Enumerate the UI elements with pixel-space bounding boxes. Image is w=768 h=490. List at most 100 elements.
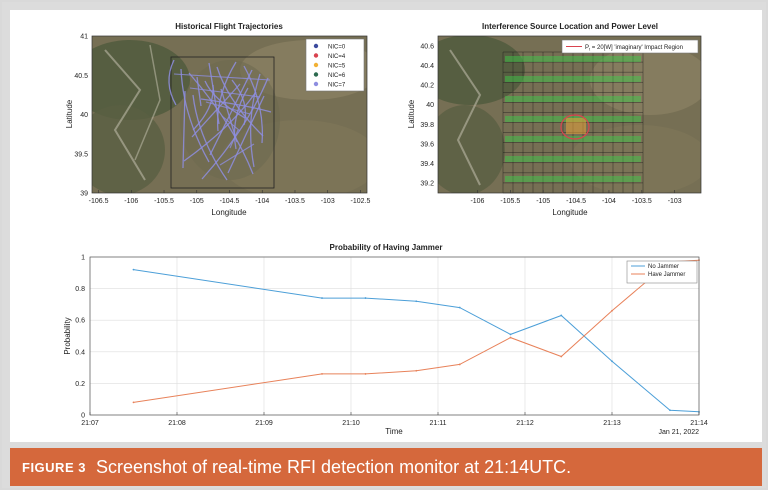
chart2-ytick-label: 39.2	[420, 181, 434, 188]
flight-trajectories	[168, 59, 272, 181]
chart2-xtick-label: -105	[536, 198, 550, 205]
chart1-xtick-label: -103.5	[285, 198, 305, 205]
power-level-band	[505, 56, 641, 62]
power-hotspot	[566, 118, 586, 134]
chart3-ylabel: Probability	[63, 317, 72, 354]
chart1-xticks: -106.5 -106 -105.5 -105 -104.5 -104 -103.5 -103…	[89, 190, 370, 205]
chart2-xtick-label: -103.5	[632, 198, 652, 205]
power-level-band	[505, 96, 641, 102]
chart3-xtick-label: 21:13	[603, 420, 621, 427]
series-1-point	[458, 363, 461, 366]
chart3-ytick-label: 0.4	[75, 349, 85, 356]
chart1-title: Historical Flight Trajectories	[175, 22, 283, 31]
chart1-yticks: 39 39.5 40 40.5 41	[74, 34, 88, 198]
chart1-ytick-label: 41	[80, 34, 88, 41]
figure-panel: Historical Flight Trajectories -106.5 -10…	[10, 10, 762, 442]
chart2-xlabel: Longitude	[552, 208, 588, 217]
chart3-ytick-label: 0.6	[75, 318, 85, 325]
chart2-ylabel: Latitude	[407, 99, 416, 128]
flight-trajectory	[204, 80, 246, 119]
chart2-ytick-label: 40.2	[420, 83, 434, 90]
series-0-point	[132, 268, 135, 271]
chart3-title: Probability of Having Jammer	[330, 243, 443, 252]
series-1-point	[415, 369, 418, 372]
chart3-ytick-label: 0.2	[75, 381, 85, 388]
series-0-point	[364, 297, 367, 299]
chart1-xlabel: Longitude	[211, 208, 247, 217]
chart3-legend-label: No Jammer	[648, 264, 679, 270]
chart3-ytick-label: 0	[81, 413, 85, 420]
flight-trajectory	[201, 77, 269, 180]
chart2-ytick-label: 40.6	[420, 43, 434, 50]
flight-trajectory	[180, 68, 210, 163]
chart2-axes-box	[437, 35, 702, 194]
chart1-xtick-label: -106	[124, 198, 138, 205]
series-0-point	[321, 297, 323, 299]
series-1-point	[364, 373, 367, 375]
series-1-point	[509, 336, 512, 339]
chart2-xtick-label: -103	[668, 198, 682, 205]
chart3-plot-area	[90, 257, 699, 415]
series-0-point	[560, 314, 563, 317]
series-1-point	[611, 309, 613, 312]
flight-trajectory	[168, 59, 177, 106]
chart2-ytick-label: 39.6	[420, 141, 434, 148]
figure-caption-label: FIGURE 3	[22, 459, 86, 475]
chart3-xtick-label: 21:11	[430, 420, 447, 427]
flight-trajectories-chart: Historical Flight Trajectories -106.5 -10…	[65, 22, 370, 217]
flight-trajectory	[229, 129, 239, 149]
chart3-ytick-label: 1	[81, 255, 85, 262]
flight-trajectory	[192, 94, 228, 181]
flight-trajectory	[221, 115, 241, 132]
flight-trajectory	[188, 72, 254, 175]
chart2-title: Interference Source Location and Power L…	[482, 22, 658, 31]
jammer-probability-chart: Probability of Having Jammer 21:07 21:08 2…	[63, 243, 708, 436]
series-1-point	[132, 401, 135, 404]
figure-caption-bar: FIGURE 3 Screenshot of real-time RFI det…	[10, 448, 762, 486]
chart2-ytick-label: 40.4	[420, 63, 434, 70]
flight-trajectory	[216, 61, 237, 132]
chart1-xtick-label: -104	[255, 198, 269, 205]
chart2-yticks: 39.2 39.4 39.6 39.8 40 40.2 40.4 40.6	[420, 43, 434, 187]
chart2-ytick-label: 39.4	[420, 161, 434, 168]
chart3-date-label: Jan 21, 2022	[659, 429, 700, 436]
chart3-xtick-label: 21:09	[255, 420, 273, 427]
flight-trajectory	[219, 143, 255, 166]
flight-trajectory	[173, 73, 271, 81]
interference-source-chart: Interference Source Location and Power L…	[407, 22, 702, 217]
chart2-legend-label: Pt = 20[W] 'imaginary' Impact Region	[585, 45, 683, 52]
chart1-ytick-label: 39	[80, 191, 88, 198]
flight-trajectory	[189, 87, 261, 98]
chart3-series	[132, 259, 700, 413]
chart1-legend-label: NIC=4	[328, 54, 346, 60]
power-level-band	[505, 156, 641, 162]
flight-trajectory	[233, 87, 249, 150]
flight-trajectory	[205, 101, 251, 115]
chart1-legend-marker	[313, 53, 319, 58]
chart2-xtick-label: -105.5	[500, 198, 520, 205]
chart1-legend: NIC=0 NIC=4 NIC=5 NIC=6 NIC=7	[305, 38, 365, 92]
chart2-xtick-label: -106	[470, 198, 484, 205]
chart2-ytick-label: 39.8	[420, 122, 434, 129]
chart1-ytick-label: 39.5	[74, 151, 88, 158]
chart1-ytick-label: 40	[80, 112, 88, 119]
chart1-ytick-label: 40.5	[74, 73, 88, 80]
series-0-point	[509, 333, 512, 336]
flight-trajectory	[243, 65, 264, 144]
chart2-legend: Pt = 20[W] 'imaginary' Impact Region	[561, 39, 699, 54]
flight-trajectory	[227, 95, 265, 174]
power-level-band	[505, 176, 641, 182]
chart2-xticks: -106 -105.5 -105 -104.5 -104 -103.5 -103	[470, 190, 682, 205]
chart3-yticks: 0 0.2 0.4 0.6 0.8 1	[75, 255, 85, 420]
chart1-legend-marker	[313, 62, 319, 68]
series-line-0	[133, 269, 700, 413]
impact-region	[560, 114, 590, 140]
chart1-xtick-label: -106.5	[89, 198, 109, 205]
flight-trajectory	[231, 79, 247, 126]
chart1-xtick-label: -105.5	[154, 198, 174, 205]
region-box	[170, 56, 275, 189]
chart1-legend-label: NIC=0	[328, 44, 346, 50]
figure-caption-text: Screenshot of real-time RFI detection mo…	[95, 456, 572, 477]
series-0-point	[611, 360, 613, 363]
